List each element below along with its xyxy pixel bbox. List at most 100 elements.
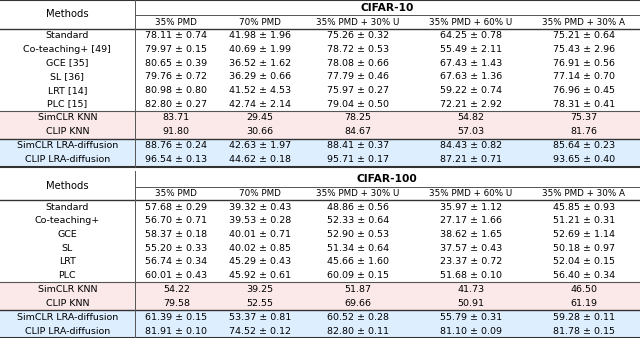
Text: 56.40 ± 0.34: 56.40 ± 0.34 — [552, 271, 614, 280]
Text: 48.86 ± 0.56: 48.86 ± 0.56 — [327, 202, 389, 212]
Text: 27.17 ± 1.66: 27.17 ± 1.66 — [440, 216, 502, 225]
Text: 58.37 ± 0.18: 58.37 ± 0.18 — [145, 230, 207, 239]
Text: 30.66: 30.66 — [246, 127, 273, 136]
Text: 88.41 ± 0.37: 88.41 ± 0.37 — [327, 141, 389, 150]
Text: 78.11 ± 0.74: 78.11 ± 0.74 — [145, 31, 207, 40]
Text: 39.32 ± 0.43: 39.32 ± 0.43 — [229, 202, 291, 212]
Text: 39.25: 39.25 — [246, 285, 273, 294]
Text: 52.33 ± 0.64: 52.33 ± 0.64 — [327, 216, 389, 225]
Text: 81.10 ± 0.09: 81.10 ± 0.09 — [440, 327, 502, 336]
Text: 53.37 ± 0.81: 53.37 ± 0.81 — [229, 313, 291, 321]
Text: 84.67: 84.67 — [345, 127, 372, 136]
Text: 95.71 ± 0.17: 95.71 ± 0.17 — [327, 155, 389, 164]
Text: 75.21 ± 0.64: 75.21 ± 0.64 — [552, 31, 614, 40]
Text: Standard: Standard — [45, 202, 89, 212]
Text: 60.01 ± 0.43: 60.01 ± 0.43 — [145, 271, 207, 280]
Text: 36.29 ± 0.66: 36.29 ± 0.66 — [229, 72, 291, 81]
Text: 57.68 ± 0.29: 57.68 ± 0.29 — [145, 202, 207, 212]
Text: 54.82: 54.82 — [458, 113, 484, 122]
Text: Methods: Methods — [46, 181, 88, 191]
Text: 51.68 ± 0.10: 51.68 ± 0.10 — [440, 271, 502, 280]
Text: LRT [14]: LRT [14] — [47, 86, 87, 95]
Text: 79.97 ± 0.15: 79.97 ± 0.15 — [145, 45, 207, 54]
Text: 59.28 ± 0.11: 59.28 ± 0.11 — [552, 313, 614, 321]
Text: CLIP LRA-diffusion: CLIP LRA-diffusion — [25, 155, 110, 164]
Text: 52.90 ± 0.53: 52.90 ± 0.53 — [327, 230, 389, 239]
Text: 78.31 ± 0.41: 78.31 ± 0.41 — [552, 100, 614, 108]
Text: 42.74 ± 2.14: 42.74 ± 2.14 — [229, 100, 291, 108]
Text: 79.58: 79.58 — [163, 299, 190, 308]
Text: Co-teaching+: Co-teaching+ — [35, 216, 100, 225]
Text: 37.57 ± 0.43: 37.57 ± 0.43 — [440, 244, 502, 252]
Text: 76.91 ± 0.56: 76.91 ± 0.56 — [552, 58, 614, 68]
Text: 35% PMD + 30% U: 35% PMD + 30% U — [317, 189, 400, 198]
Text: 41.98 ± 1.96: 41.98 ± 1.96 — [229, 31, 291, 40]
Text: 93.65 ± 0.40: 93.65 ± 0.40 — [552, 155, 614, 164]
Text: 80.65 ± 0.39: 80.65 ± 0.39 — [145, 58, 207, 68]
Text: 60.52 ± 0.28: 60.52 ± 0.28 — [327, 313, 389, 321]
Text: 96.54 ± 0.13: 96.54 ± 0.13 — [145, 155, 207, 164]
Text: 42.63 ± 1.97: 42.63 ± 1.97 — [229, 141, 291, 150]
Bar — [0, 139, 640, 153]
Text: 41.73: 41.73 — [458, 285, 484, 294]
Text: GCE: GCE — [58, 230, 77, 239]
Text: 52.55: 52.55 — [246, 299, 273, 308]
Text: 64.25 ± 0.78: 64.25 ± 0.78 — [440, 31, 502, 40]
Text: PLC [15]: PLC [15] — [47, 100, 88, 108]
Text: GCE [35]: GCE [35] — [46, 58, 88, 68]
Text: 79.04 ± 0.50: 79.04 ± 0.50 — [327, 100, 389, 108]
Text: 51.34 ± 0.64: 51.34 ± 0.64 — [327, 244, 389, 252]
Text: 75.26 ± 0.32: 75.26 ± 0.32 — [327, 31, 389, 40]
Text: 45.29 ± 0.43: 45.29 ± 0.43 — [229, 257, 291, 266]
Text: 52.69 ± 1.14: 52.69 ± 1.14 — [552, 230, 614, 239]
Text: 81.91 ± 0.10: 81.91 ± 0.10 — [145, 327, 207, 336]
Text: SimCLR KNN: SimCLR KNN — [38, 113, 97, 122]
Text: 38.62 ± 1.65: 38.62 ± 1.65 — [440, 230, 502, 239]
Text: CIFAR-10: CIFAR-10 — [360, 3, 414, 13]
Text: 70% PMD: 70% PMD — [239, 189, 281, 198]
Bar — [0, 324, 640, 338]
Text: SL [36]: SL [36] — [51, 72, 84, 81]
Text: 60.09 ± 0.15: 60.09 ± 0.15 — [327, 271, 389, 280]
Text: 45.85 ± 0.93: 45.85 ± 0.93 — [552, 202, 614, 212]
Bar — [0, 153, 640, 167]
Text: 75.37: 75.37 — [570, 113, 597, 122]
Bar — [0, 296, 640, 310]
Text: 85.64 ± 0.23: 85.64 ± 0.23 — [552, 141, 614, 150]
Text: 55.79 ± 0.31: 55.79 ± 0.31 — [440, 313, 502, 321]
Bar — [0, 310, 640, 324]
Text: 77.79 ± 0.46: 77.79 ± 0.46 — [327, 72, 389, 81]
Text: 75.97 ± 0.27: 75.97 ± 0.27 — [327, 86, 389, 95]
Text: 59.22 ± 0.74: 59.22 ± 0.74 — [440, 86, 502, 95]
Text: CLIP KNN: CLIP KNN — [45, 127, 89, 136]
Text: 55.49 ± 2.11: 55.49 ± 2.11 — [440, 45, 502, 54]
Text: 51.21 ± 0.31: 51.21 ± 0.31 — [552, 216, 614, 225]
Text: 78.25: 78.25 — [345, 113, 372, 122]
Text: 91.80: 91.80 — [163, 127, 190, 136]
Text: 76.96 ± 0.45: 76.96 ± 0.45 — [552, 86, 614, 95]
Text: 40.69 ± 1.99: 40.69 ± 1.99 — [229, 45, 291, 54]
Text: 50.18 ± 0.97: 50.18 ± 0.97 — [552, 244, 614, 252]
Text: 78.08 ± 0.66: 78.08 ± 0.66 — [327, 58, 389, 68]
Text: 45.66 ± 1.60: 45.66 ± 1.60 — [327, 257, 389, 266]
Bar — [0, 111, 640, 125]
Text: 87.21 ± 0.71: 87.21 ± 0.71 — [440, 155, 502, 164]
Text: 82.80 ± 0.11: 82.80 ± 0.11 — [327, 327, 389, 336]
Text: Co-teaching+ [49]: Co-teaching+ [49] — [23, 45, 111, 54]
Text: 35.97 ± 1.12: 35.97 ± 1.12 — [440, 202, 502, 212]
Text: 77.14 ± 0.70: 77.14 ± 0.70 — [552, 72, 614, 81]
Text: 44.62 ± 0.18: 44.62 ± 0.18 — [229, 155, 291, 164]
Text: 80.98 ± 0.80: 80.98 ± 0.80 — [145, 86, 207, 95]
Text: 82.80 ± 0.27: 82.80 ± 0.27 — [145, 100, 207, 108]
Text: CLIP KNN: CLIP KNN — [45, 299, 89, 308]
Text: 88.76 ± 0.24: 88.76 ± 0.24 — [145, 141, 207, 150]
Text: 74.52 ± 0.12: 74.52 ± 0.12 — [229, 327, 291, 336]
Text: LRT: LRT — [59, 257, 76, 266]
Text: 61.39 ± 0.15: 61.39 ± 0.15 — [145, 313, 207, 321]
Text: 67.43 ± 1.43: 67.43 ± 1.43 — [440, 58, 502, 68]
Text: 35% PMD + 60% U: 35% PMD + 60% U — [429, 189, 513, 198]
Text: 35% PMD: 35% PMD — [156, 189, 197, 198]
Text: 35% PMD + 30% U: 35% PMD + 30% U — [317, 18, 400, 27]
Text: 67.63 ± 1.36: 67.63 ± 1.36 — [440, 72, 502, 81]
Text: 57.03: 57.03 — [458, 127, 484, 136]
